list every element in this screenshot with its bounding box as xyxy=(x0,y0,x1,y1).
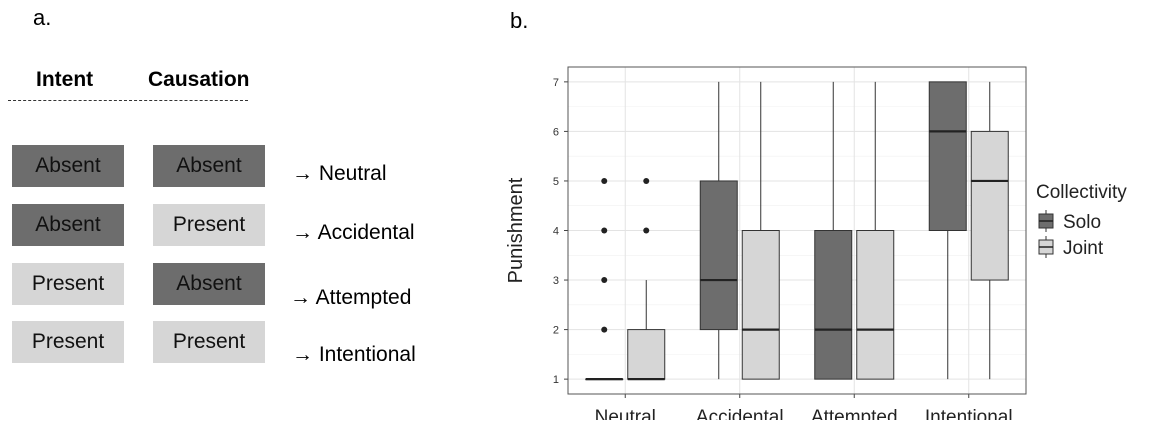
outlier-point xyxy=(601,277,608,284)
y-tick-label: 3 xyxy=(553,275,559,287)
box-solo xyxy=(699,180,738,331)
box-joint xyxy=(856,230,895,380)
y-tick-label: 7 xyxy=(553,77,559,89)
outlier-point xyxy=(643,177,650,184)
intent-cell: Absent xyxy=(12,145,124,187)
punishment-boxplot: 1 2 3 4 5 6 7 Neutral Accidental Attempted Intenti… xyxy=(505,66,1127,420)
box-joint xyxy=(627,329,666,380)
outcome-label: → Neutral xyxy=(292,162,387,185)
box-joint xyxy=(970,130,1009,281)
box-solo xyxy=(814,230,853,380)
intent-cell: Present xyxy=(12,321,124,363)
outlier-point xyxy=(601,326,608,333)
outlier-point xyxy=(643,227,650,234)
intent-header: Intent xyxy=(36,68,94,91)
y-axis-title: Punishment xyxy=(505,177,527,283)
causation-header: Causation xyxy=(148,68,250,91)
intent-cell: Present xyxy=(12,263,124,305)
box-joint xyxy=(741,230,780,380)
causation-cell: Present xyxy=(153,321,265,363)
y-tick-label: 5 xyxy=(553,176,559,188)
outcome-label: → Attempted xyxy=(290,286,412,309)
panel-a-label: a. xyxy=(33,5,52,30)
outcome-label: → Intentional xyxy=(292,343,416,366)
legend-label-joint: Joint xyxy=(1063,238,1104,259)
box-solo xyxy=(928,81,967,232)
causation-cell: Absent xyxy=(153,145,265,187)
y-tick-label: 2 xyxy=(553,325,559,337)
legend-title: Collectivity xyxy=(1036,182,1127,203)
legend-label-solo: Solo xyxy=(1063,212,1101,233)
x-tick-label: Attempted xyxy=(811,407,898,420)
x-tick-label: Intentional xyxy=(925,407,1013,420)
y-tick-label: 1 xyxy=(553,374,559,386)
y-tick-label: 6 xyxy=(553,126,559,138)
panel-b-label: b. xyxy=(510,8,529,33)
x-tick-label: Accidental xyxy=(696,407,784,420)
intent-cell: Absent xyxy=(12,204,124,246)
header-divider xyxy=(8,100,248,101)
causation-cell: Present xyxy=(153,204,265,246)
y-tick-label: 4 xyxy=(553,226,559,238)
outlier-point xyxy=(601,227,608,234)
causation-cell: Absent xyxy=(153,263,265,305)
plot-border xyxy=(567,66,1027,395)
x-tick-label: Neutral xyxy=(595,407,656,420)
outlier-point xyxy=(601,177,608,184)
outcome-label: → Accidental xyxy=(292,221,415,244)
